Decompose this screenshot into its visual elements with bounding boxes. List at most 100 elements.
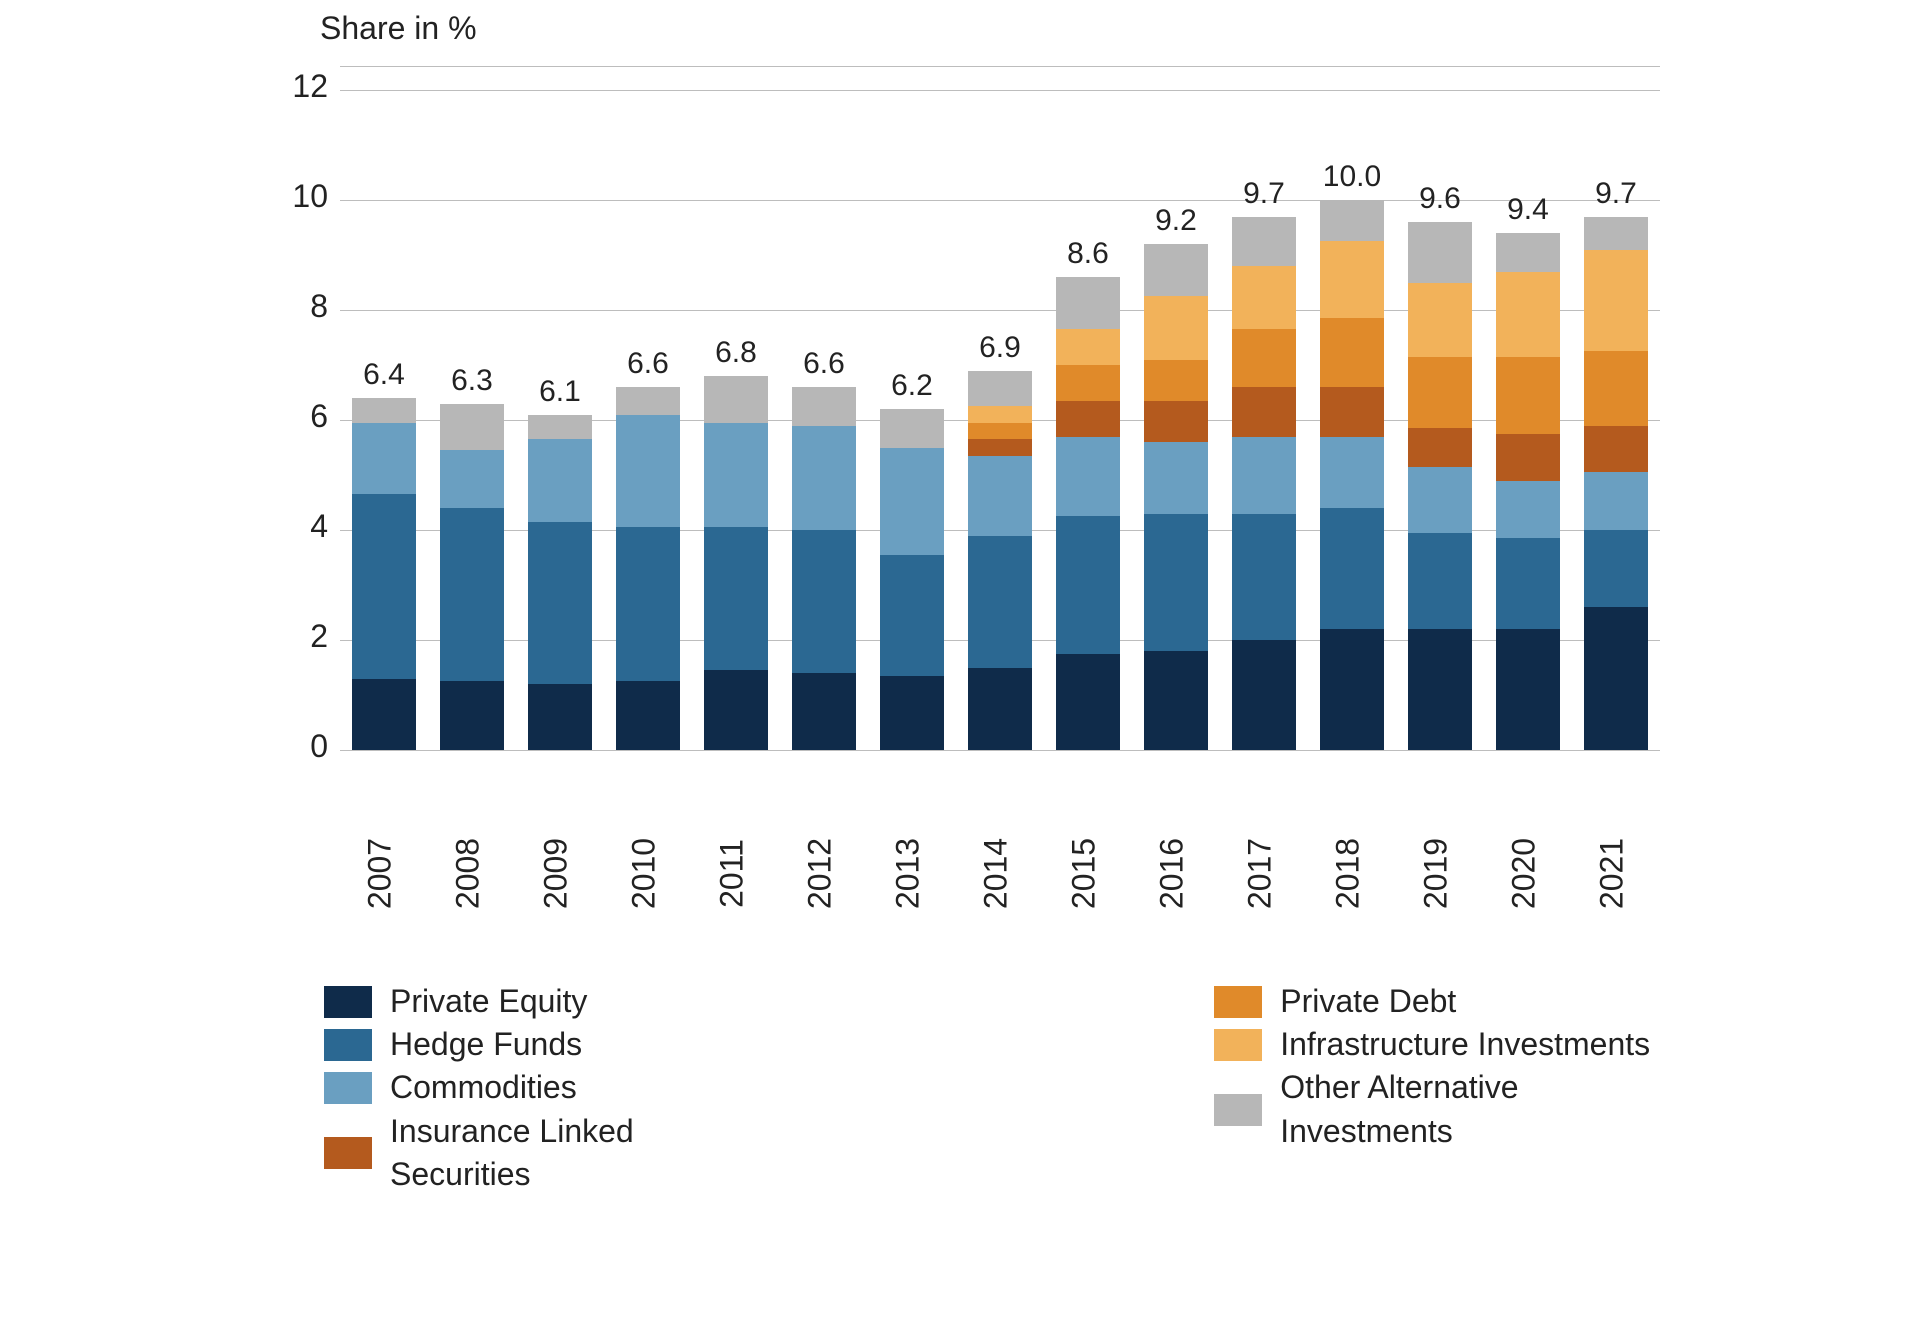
- x-tick-label: 2014: [977, 829, 1014, 919]
- bar-segment: [1232, 640, 1295, 750]
- bar-segment: [1496, 357, 1559, 434]
- bar-segment: [1496, 272, 1559, 357]
- bar-segment: [968, 456, 1031, 536]
- x-tick-label: 2021: [1593, 829, 1630, 919]
- bar-group: 9.6: [1408, 90, 1471, 750]
- x-tick-label: 2008: [449, 829, 486, 919]
- bar-segment: [352, 398, 415, 423]
- bar-segment: [1584, 351, 1647, 425]
- y-axis-title: Share in %: [320, 10, 477, 47]
- bar-segment: [1056, 516, 1119, 654]
- y-tick-label: 10: [278, 178, 328, 215]
- bar-group: 9.2: [1144, 90, 1207, 750]
- bar-segment: [792, 387, 855, 426]
- x-tick-label: 2020: [1505, 829, 1542, 919]
- bar-total-label: 6.9: [968, 331, 1031, 365]
- legend-label: Private Equity: [390, 980, 587, 1023]
- bar-segment: [1144, 651, 1207, 750]
- bar-segment: [1232, 514, 1295, 641]
- bar-segment: [792, 673, 855, 750]
- bar-total-label: 6.3: [440, 364, 503, 398]
- bar-segment: [1232, 387, 1295, 437]
- legend: Private EquityHedge FundsCommoditiesInsu…: [324, 980, 1680, 1196]
- bar-total-label: 9.2: [1144, 204, 1207, 238]
- y-tick-label: 12: [278, 68, 328, 105]
- bar-segment: [1408, 283, 1471, 357]
- stacked-bar-chart: Share in %0246810126.420076.320086.12009…: [240, 0, 1680, 1230]
- legend-item: Commodities: [324, 1066, 764, 1109]
- bar-segment: [1320, 437, 1383, 509]
- bar-segment: [968, 439, 1031, 456]
- bar-segment: [1056, 437, 1119, 517]
- bar-group: 6.4: [352, 90, 415, 750]
- legend-column: Private EquityHedge FundsCommoditiesInsu…: [324, 980, 764, 1196]
- bar-group: 6.8: [704, 90, 767, 750]
- bar-segment: [1320, 508, 1383, 629]
- bar-segment: [1496, 481, 1559, 539]
- bar-segment: [440, 450, 503, 508]
- legend-swatch: [1214, 1029, 1262, 1061]
- legend-label: Private Debt: [1280, 980, 1456, 1023]
- legend-item: Hedge Funds: [324, 1023, 764, 1066]
- bar-segment: [704, 670, 767, 750]
- bar-segment: [1144, 442, 1207, 514]
- bar-segment: [616, 415, 679, 528]
- bar-segment: [880, 676, 943, 750]
- bar-segment: [880, 555, 943, 676]
- bar-segment: [440, 681, 503, 750]
- bar-segment: [880, 448, 943, 555]
- bar-segment: [968, 668, 1031, 751]
- bar-segment: [1144, 514, 1207, 652]
- bar-total-label: 9.6: [1408, 182, 1471, 216]
- bar-segment: [1232, 329, 1295, 387]
- legend-swatch: [324, 1137, 372, 1169]
- x-tick-label: 2013: [889, 829, 926, 919]
- bar-segment: [1056, 329, 1119, 365]
- bar-segment: [528, 415, 591, 440]
- bar-segment: [1144, 244, 1207, 296]
- bar-group: 8.6: [1056, 90, 1119, 750]
- bar-segment: [352, 679, 415, 751]
- bar-segment: [1584, 607, 1647, 750]
- bar-segment: [528, 439, 591, 522]
- bar-total-label: 8.6: [1056, 237, 1119, 271]
- y-tick-label: 8: [278, 288, 328, 325]
- bar-total-label: 6.6: [616, 347, 679, 381]
- bar-segment: [1496, 538, 1559, 629]
- bar-segment: [1408, 428, 1471, 467]
- bar-segment: [616, 681, 679, 750]
- bar-group: 6.9: [968, 90, 1031, 750]
- bar-segment: [1584, 426, 1647, 473]
- bar-segment: [528, 684, 591, 750]
- bar-segment: [440, 404, 503, 451]
- bar-segment: [1056, 401, 1119, 437]
- bar-segment: [1320, 200, 1383, 241]
- bar-segment: [968, 371, 1031, 407]
- bar-group: 9.7: [1232, 90, 1295, 750]
- y-tick-label: 2: [278, 618, 328, 655]
- bar-total-label: 6.8: [704, 336, 767, 370]
- legend-swatch: [324, 1072, 372, 1104]
- bar-segment: [1408, 222, 1471, 283]
- bar-total-label: 6.6: [792, 347, 855, 381]
- bar-segment: [968, 536, 1031, 668]
- bar-segment: [1496, 629, 1559, 750]
- bar-segment: [1584, 217, 1647, 250]
- bar-segment: [968, 406, 1031, 423]
- bar-group: 6.3: [440, 90, 503, 750]
- x-tick-label: 2007: [361, 829, 398, 919]
- bar-segment: [440, 508, 503, 681]
- bar-group: 6.1: [528, 90, 591, 750]
- bar-segment: [968, 423, 1031, 440]
- bar-total-label: 10.0: [1320, 160, 1383, 194]
- x-tick-label: 2016: [1153, 829, 1190, 919]
- legend-item: Infrastructure Investments: [1214, 1023, 1680, 1066]
- x-tick-label: 2015: [1065, 829, 1102, 919]
- gridline: [340, 750, 1660, 751]
- bar-segment: [616, 527, 679, 681]
- y-tick-label: 4: [278, 508, 328, 545]
- bar-group: 9.4: [1496, 90, 1559, 750]
- bar-total-label: 6.1: [528, 375, 591, 409]
- bar-segment: [1408, 533, 1471, 629]
- x-tick-label: 2017: [1241, 829, 1278, 919]
